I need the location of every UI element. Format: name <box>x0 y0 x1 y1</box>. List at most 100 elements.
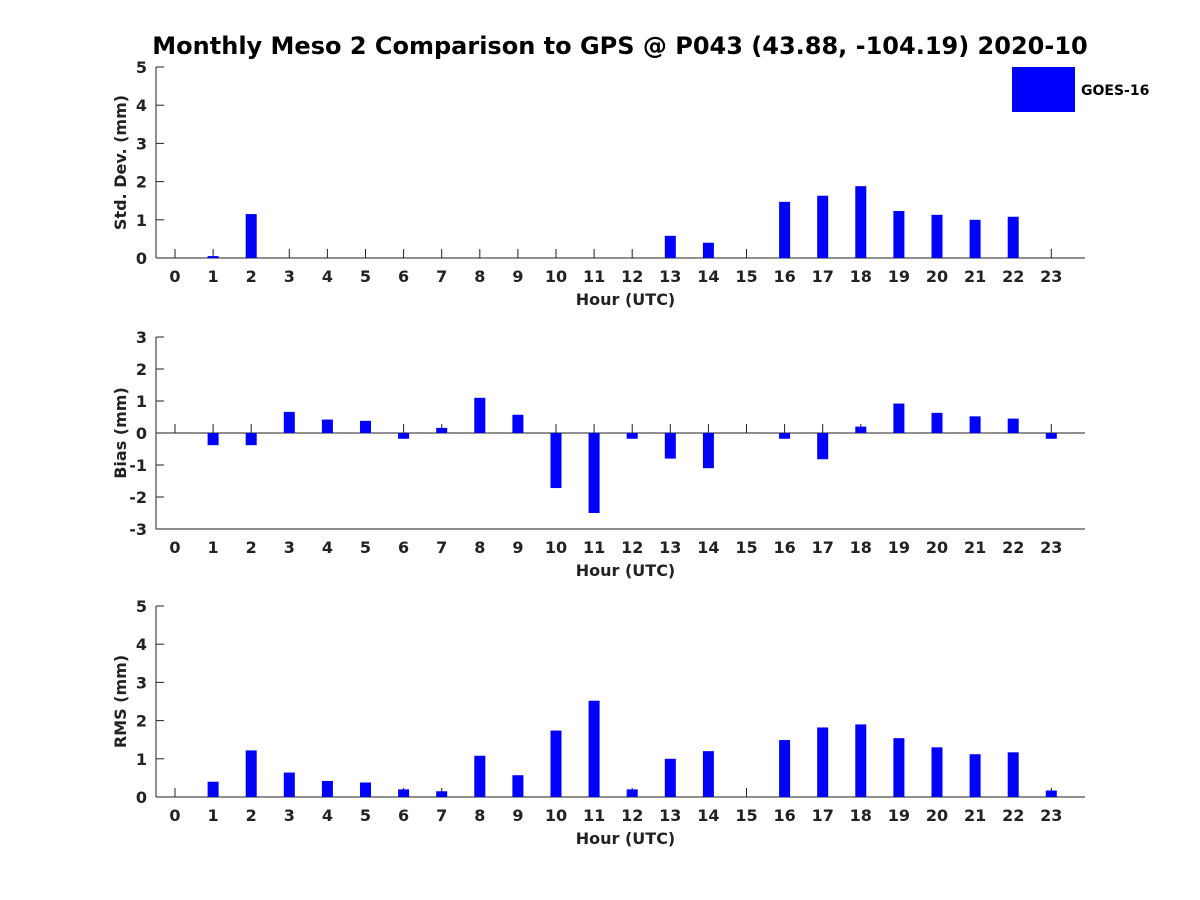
bar-hour-8 <box>474 397 486 433</box>
bar-hour-17 <box>817 195 829 258</box>
x-tick-label: 1 <box>208 267 219 286</box>
x-axis-label: Hour (UTC) <box>576 829 676 848</box>
x-tick-label: 11 <box>583 267 605 286</box>
y-tick-label: 0 <box>136 424 147 443</box>
y-tick-label: 5 <box>136 597 147 616</box>
bar-hour-17 <box>817 727 829 797</box>
x-tick-label: 3 <box>284 806 295 825</box>
y-axis-label: Std. Dev. (mm) <box>111 95 130 230</box>
x-tick-label: 2 <box>246 806 257 825</box>
bar-hour-16 <box>779 740 791 797</box>
bar-hour-23 <box>1045 790 1057 797</box>
x-tick-label: 7 <box>436 806 447 825</box>
x-tick-label: 23 <box>1040 538 1062 557</box>
y-tick-label: 3 <box>136 134 147 153</box>
bar-hour-2 <box>245 214 257 258</box>
bar-hour-6 <box>398 433 410 439</box>
x-tick-label: 5 <box>360 267 371 286</box>
x-tick-label: 15 <box>735 806 757 825</box>
bar-hour-20 <box>931 412 943 433</box>
y-tick-label: 1 <box>136 211 147 230</box>
y-tick-label: -2 <box>129 488 147 507</box>
x-tick-label: 10 <box>545 267 567 286</box>
y-tick-label: 1 <box>136 750 147 769</box>
bar-hour-14 <box>702 433 714 469</box>
bar-hour-14 <box>702 242 714 258</box>
x-tick-label: 3 <box>284 267 295 286</box>
bar-hour-8 <box>474 755 486 797</box>
bar-hour-19 <box>893 738 905 797</box>
x-tick-label: 10 <box>545 806 567 825</box>
x-tick-label: 18 <box>850 267 872 286</box>
x-tick-label: 1 <box>208 806 219 825</box>
x-tick-label: 21 <box>964 806 986 825</box>
bar-hour-4 <box>321 419 333 433</box>
bar-hour-16 <box>779 201 791 258</box>
bar-hour-23 <box>1045 433 1057 439</box>
bar-hour-10 <box>550 730 562 797</box>
x-tick-label: 13 <box>659 267 681 286</box>
bar-hour-22 <box>1007 216 1019 258</box>
chart-title: Monthly Meso 2 Comparison to GPS @ P043 … <box>152 32 1087 60</box>
x-tick-label: 11 <box>583 806 605 825</box>
x-tick-label: 9 <box>512 538 523 557</box>
y-tick-label: 3 <box>136 328 147 347</box>
legend-label: GOES-16 <box>1081 83 1149 99</box>
bar-hour-6 <box>398 789 410 797</box>
bar-hour-16 <box>779 433 791 439</box>
bar-hour-18 <box>855 426 867 433</box>
y-tick-label: 3 <box>136 673 147 692</box>
bar-hour-13 <box>664 433 676 459</box>
y-tick-label: 4 <box>136 96 147 115</box>
bar-hour-20 <box>931 747 943 797</box>
x-axis-label: Hour (UTC) <box>576 561 676 580</box>
x-tick-label: 22 <box>1002 267 1024 286</box>
x-tick-label: 13 <box>659 806 681 825</box>
bar-hour-18 <box>855 724 867 797</box>
x-tick-label: 9 <box>512 806 523 825</box>
x-tick-label: 14 <box>697 806 719 825</box>
bar-hour-3 <box>283 411 295 433</box>
x-tick-label: 2 <box>246 538 257 557</box>
x-tick-label: 21 <box>964 538 986 557</box>
x-tick-label: 18 <box>850 806 872 825</box>
x-tick-label: 9 <box>512 267 523 286</box>
x-axis-label: Hour (UTC) <box>576 290 676 309</box>
bar-hour-1 <box>207 781 219 797</box>
x-tick-label: 4 <box>322 267 333 286</box>
bar-hour-22 <box>1007 752 1019 797</box>
x-tick-label: 16 <box>773 267 795 286</box>
bar-hour-10 <box>550 433 562 489</box>
y-tick-label: 0 <box>136 249 147 268</box>
x-tick-label: 17 <box>812 806 834 825</box>
x-tick-label: 10 <box>545 538 567 557</box>
bar-hour-9 <box>512 775 524 797</box>
bar-hour-1 <box>207 256 219 258</box>
x-tick-label: 23 <box>1040 806 1062 825</box>
bar-hour-19 <box>893 211 905 258</box>
y-tick-label: 2 <box>136 360 147 379</box>
x-tick-label: 7 <box>436 538 447 557</box>
x-tick-label: 8 <box>474 267 485 286</box>
x-tick-label: 11 <box>583 538 605 557</box>
x-tick-label: 8 <box>474 538 485 557</box>
x-tick-label: 15 <box>735 538 757 557</box>
legend: GOES-16 <box>1012 67 1149 112</box>
x-tick-label: 16 <box>773 538 795 557</box>
x-tick-label: 17 <box>812 538 834 557</box>
y-tick-label: 1 <box>136 392 147 411</box>
bar-hour-12 <box>626 433 638 439</box>
x-tick-label: 4 <box>322 538 333 557</box>
x-tick-label: 17 <box>812 267 834 286</box>
x-tick-label: 5 <box>360 538 371 557</box>
bar-hour-20 <box>931 214 943 258</box>
y-tick-label: 2 <box>136 712 147 731</box>
y-tick-label: 4 <box>136 635 147 654</box>
bar-hour-21 <box>969 416 981 433</box>
x-tick-label: 23 <box>1040 267 1062 286</box>
bar-hour-5 <box>360 782 371 797</box>
